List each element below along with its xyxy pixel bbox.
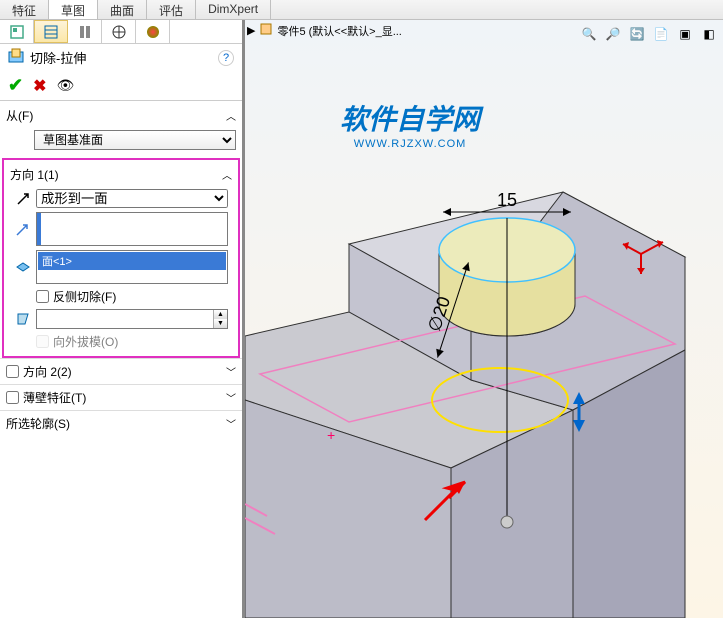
config-manager-tab[interactable]	[68, 20, 102, 43]
tab-sketch[interactable]: 草图	[49, 0, 98, 19]
display-manager-tab[interactable]	[136, 20, 170, 43]
face-selection-icon[interactable]	[14, 258, 32, 276]
dir2-header[interactable]: 方向 2(2) ﹀	[0, 358, 242, 384]
manager-tabs	[0, 20, 242, 44]
chevron-down-icon: ﹀	[226, 416, 236, 431]
from-header[interactable]: 从(F) ︿	[6, 105, 236, 126]
svg-text:15: 15	[497, 190, 517, 210]
help-icon[interactable]: ?	[218, 50, 234, 66]
spin-up[interactable]: ▲	[214, 310, 227, 319]
chevron-up-icon: ︿	[226, 108, 236, 123]
draft-angle-input[interactable]: ▲▼	[36, 309, 228, 329]
tab-surfaces[interactable]: 曲面	[98, 0, 147, 19]
dir2-checkbox[interactable]	[6, 365, 19, 378]
feature-title-row: 切除-拉伸 ?	[0, 44, 242, 71]
spin-down[interactable]: ▼	[214, 319, 227, 328]
property-manager-tab[interactable]	[34, 20, 68, 43]
end-condition-select[interactable]: 成形到一面	[36, 189, 228, 208]
reverse-cut-checkbox-row: 反侧切除(F)	[36, 288, 228, 305]
ok-button[interactable]: ✔	[8, 75, 23, 96]
action-row: ✔ ✖ 👁	[0, 71, 242, 101]
graphics-area[interactable]: ▶ 零件5 (默认<<默认>_显... 🔍 🔎 🔄 📄 ▣ ◧ 软件自学网 WW…	[245, 20, 723, 618]
direction-vector-box[interactable]	[36, 212, 228, 246]
direction-vector-icon[interactable]	[14, 220, 32, 238]
draft-outward-checkbox	[36, 335, 49, 348]
from-select[interactable]: 草图基准面	[34, 130, 236, 150]
thin-header[interactable]: 薄壁特征(T) ﹀	[0, 384, 242, 410]
thin-checkbox[interactable]	[6, 391, 19, 404]
reverse-cut-checkbox[interactable]	[36, 290, 49, 303]
feature-title: 切除-拉伸	[30, 48, 86, 67]
contours-label: 所选轮廓(S)	[6, 415, 70, 432]
draft-outward-row: 向外拔模(O)	[36, 333, 228, 350]
feature-manager-tab[interactable]	[0, 20, 34, 43]
direction1-section-highlight: 方向 1(1) ︿ 成形到一面 面<1> 反侧切除(F)	[2, 158, 240, 358]
chevron-down-icon: ﹀	[226, 390, 236, 405]
cut-extrude-icon	[8, 48, 24, 67]
from-label: 从(F)	[6, 107, 33, 124]
draft-icon[interactable]	[14, 310, 32, 328]
reverse-cut-label: 反侧切除(F)	[53, 288, 116, 305]
thin-label: 薄壁特征(T)	[23, 389, 86, 406]
dimxpert-manager-tab[interactable]	[102, 20, 136, 43]
chevron-up-icon: ︿	[222, 167, 232, 182]
contours-header[interactable]: 所选轮廓(S) ﹀	[0, 410, 242, 436]
face-selection-box[interactable]: 面<1>	[36, 250, 228, 284]
dir1-label: 方向 1(1)	[10, 166, 59, 183]
selected-face[interactable]: 面<1>	[38, 252, 226, 270]
dir1-header[interactable]: 方向 1(1) ︿	[10, 164, 232, 185]
from-section: 从(F) ︿ 草图基准面	[0, 101, 242, 158]
tab-evaluate[interactable]: 评估	[147, 0, 196, 19]
chevron-down-icon: ﹀	[226, 364, 236, 379]
cancel-button[interactable]: ✖	[33, 76, 46, 96]
property-manager: 切除-拉伸 ? ✔ ✖ 👁 从(F) ︿ 草图基准面 方向 1(1) ︿	[0, 20, 245, 618]
from-dropdown[interactable]: 草图基准面	[34, 130, 236, 150]
command-manager-tabs: 特征 草图 曲面 评估 DimXpert	[0, 0, 723, 20]
tab-dimxpert[interactable]: DimXpert	[196, 0, 271, 19]
preview-button[interactable]: 👁	[57, 77, 75, 94]
tab-features[interactable]: 特征	[0, 0, 49, 19]
draft-outward-label: 向外拔模(O)	[53, 333, 118, 350]
dir2-label: 方向 2(2)	[23, 363, 72, 380]
reverse-direction-icon[interactable]	[14, 190, 32, 208]
origin-marker: +	[327, 427, 335, 443]
model-view: 15 ∅20 +	[245, 20, 723, 618]
